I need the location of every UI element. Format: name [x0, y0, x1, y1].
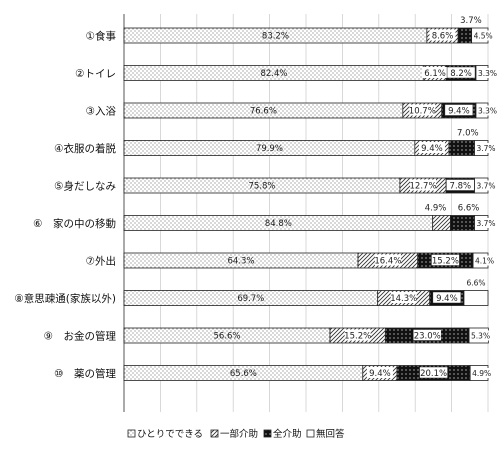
bar-segment [432, 215, 451, 231]
data-label-bg [419, 366, 448, 379]
data-label: 12.7% [410, 182, 437, 192]
data-label: 75.8% [248, 182, 275, 192]
data-label: 15.2% [344, 332, 371, 342]
data-label: 8.2% [450, 69, 472, 79]
data-label: 3.3% [478, 69, 497, 78]
data-label-bg [412, 329, 442, 341]
data-label-bg [472, 30, 494, 41]
data-label: 4.9% [472, 369, 491, 378]
data-label-bg [446, 179, 475, 191]
legend-swatch [263, 429, 272, 438]
data-label: 5.3% [471, 332, 490, 341]
data-label-bg [409, 104, 436, 116]
data-label: 4.5% [474, 32, 493, 41]
legend-label: ひとりでできる [137, 429, 203, 440]
data-label-bg [470, 330, 492, 341]
data-label-bg [422, 67, 449, 78]
data-label-bg [431, 254, 460, 266]
data-label-bg [475, 218, 497, 228]
data-label-bg [476, 68, 498, 78]
data-label: 69.7% [237, 294, 264, 304]
data-label: 3.7% [477, 219, 496, 228]
data-label: 65.6% [230, 369, 257, 379]
data-label: 7.8% [450, 182, 472, 192]
bar-segment [448, 140, 475, 156]
data-label: 9.4% [436, 294, 458, 304]
data-label: 3.7% [460, 16, 482, 26]
legend-swatch [306, 429, 315, 438]
data-label: 9.4% [369, 369, 391, 379]
legend-label: 無回答 [316, 428, 345, 440]
category-label: ③入浴 [86, 106, 117, 118]
category-label: ⑥ 家の中の移動 [33, 217, 116, 230]
data-label: 23.0% [414, 332, 441, 342]
bar-segment [457, 27, 473, 44]
data-label: 3.7% [477, 144, 496, 153]
data-label: 20.1% [420, 369, 447, 379]
data-label-bg [418, 142, 445, 153]
legend-swatch [210, 429, 219, 438]
data-label: 16.4% [374, 257, 401, 267]
category-label: ②トイレ [75, 68, 116, 80]
data-label: 6.6% [458, 204, 480, 214]
data-label: 4.9% [425, 204, 447, 214]
data-label: 10.7% [409, 107, 436, 117]
value-labels: 83.2% 8.6% 3.7% 4.5% 82.4% 6.1% 8.2% 3.3% 76.6% 1… [214, 16, 498, 379]
data-label: 14.3% [390, 294, 417, 304]
legend-label: 一部介助 [220, 428, 258, 440]
data-label: 4.1% [475, 257, 494, 266]
data-label-bg [446, 66, 476, 79]
data-label-bg [432, 291, 462, 304]
data-label-bg [390, 292, 417, 303]
category-label: ⑤身だしなみ [54, 180, 116, 193]
legend-swatch [127, 429, 136, 438]
category-labels: ①食事 ②トイレ ③入浴 ④衣服の着脱 ⑤身だしなみ ⑥ 家の中の移動 ⑦外出 ⑧意思疎通(家… [14, 30, 116, 381]
data-label-bg [474, 255, 496, 266]
category-label: ⑦外出 [86, 255, 116, 268]
data-label-bg [475, 180, 497, 191]
data-label: 83.2% [262, 32, 289, 42]
data-label-bg [444, 104, 474, 116]
legend: ひとりでできる 一部介助 全介助 無回答 [127, 428, 345, 440]
category-label: ⑧意思疎通(家族以外) [14, 292, 116, 305]
data-label-bg [374, 254, 401, 266]
data-label: 9.4% [448, 107, 470, 117]
data-label-bg [344, 329, 371, 341]
data-label: 6.6% [466, 279, 485, 288]
category-label: ⑨ お金の管理 [44, 330, 117, 343]
data-label: 3.3% [478, 107, 497, 116]
data-label-bg [471, 368, 493, 378]
data-label-bg [410, 179, 437, 191]
data-label: 64.3% [228, 257, 255, 267]
data-label: 3.7% [477, 182, 496, 191]
bar-segment [463, 290, 489, 306]
data-label-bg [475, 143, 497, 153]
data-label: 9.4% [421, 144, 443, 154]
bar-segment [450, 215, 475, 231]
data-label: 76.6% [250, 107, 277, 117]
category-label: ⑩ 薬の管理 [54, 367, 116, 380]
data-label: 7.0% [457, 129, 479, 139]
data-label: 82.4% [260, 69, 287, 79]
data-label: 56.6% [214, 332, 241, 342]
data-label: 79.9% [256, 144, 283, 154]
legend-label: 全介助 [273, 428, 302, 440]
category-label: ④衣服の着脱 [54, 142, 116, 155]
data-label: 6.1% [424, 69, 446, 79]
data-label: 8.6% [432, 32, 454, 42]
category-label: ①食事 [86, 30, 117, 43]
data-label-bg [366, 367, 393, 378]
data-label-bg [429, 29, 456, 41]
data-label: 15.2% [432, 257, 459, 267]
data-label-bg [476, 105, 498, 116]
data-label: 84.8% [265, 219, 292, 229]
